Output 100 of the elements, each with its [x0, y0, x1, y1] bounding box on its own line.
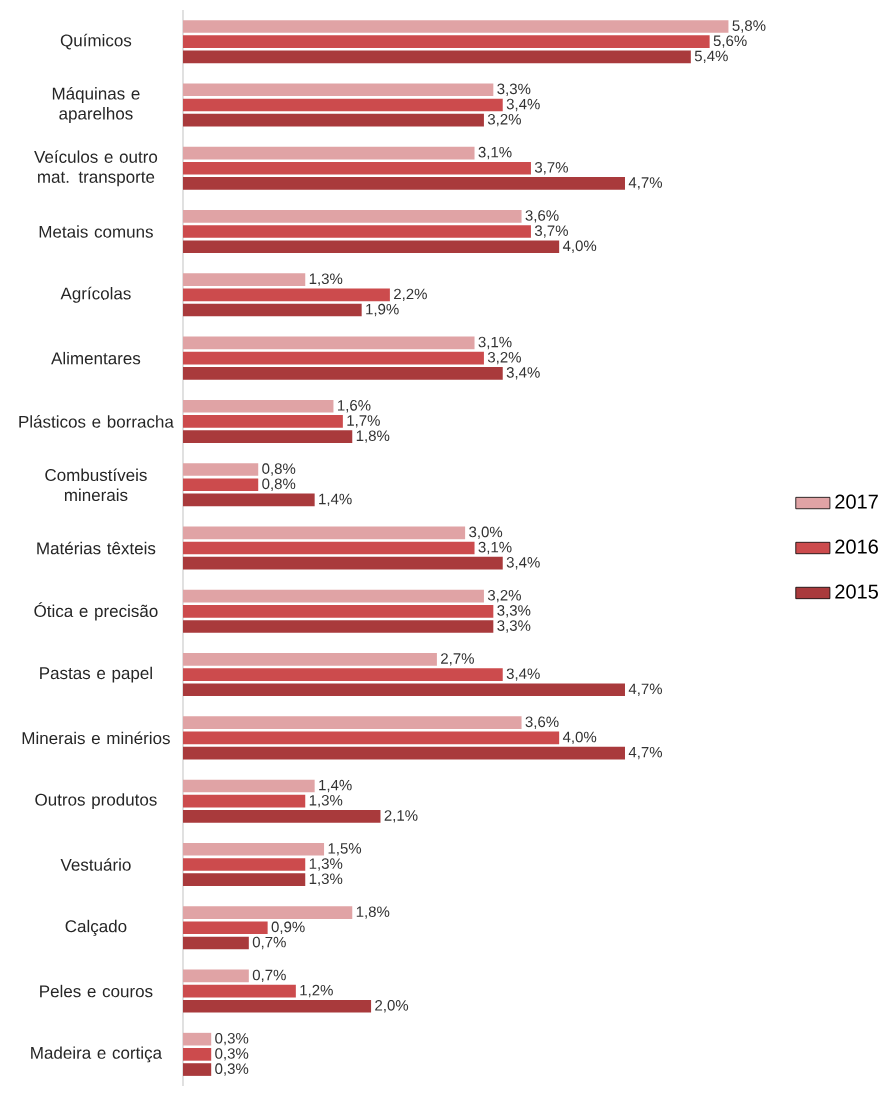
- y-tick-label: Alimentares: [51, 351, 141, 365]
- bar: [182, 668, 503, 681]
- data-label: 0,3%: [215, 1032, 249, 1046]
- bar: [182, 604, 494, 618]
- data-label: 3,2%: [487, 351, 521, 365]
- bar: [182, 399, 334, 413]
- bar: [182, 810, 381, 823]
- data-label: 0,3%: [215, 1063, 249, 1076]
- bar: [182, 478, 259, 492]
- y-tick-label: Agrícolas: [60, 286, 131, 303]
- data-label: 4,7%: [628, 683, 663, 696]
- bar: [182, 177, 625, 190]
- bar: [182, 113, 484, 127]
- bar: [182, 161, 531, 175]
- bar: [182, 303, 362, 317]
- data-label: 3,0%: [469, 526, 503, 540]
- bar: [182, 858, 306, 871]
- legend-label: 2017: [835, 494, 878, 509]
- bar: [182, 225, 531, 238]
- data-label: 1,4%: [319, 779, 352, 793]
- bar: [182, 526, 466, 540]
- data-label: 0,7%: [252, 969, 286, 983]
- bar: [182, 430, 353, 443]
- data-label: 1,7%: [347, 415, 380, 428]
- data-label: 1,3%: [309, 273, 343, 286]
- bar: [182, 653, 437, 666]
- y-tick-label: Plásticos e borracha: [19, 415, 174, 428]
- legend-label: 2016: [835, 539, 878, 554]
- bar: [182, 336, 475, 350]
- bar: [182, 351, 484, 365]
- bar: [182, 146, 475, 160]
- bar: [182, 779, 315, 793]
- data-label: 0,8%: [262, 478, 296, 491]
- bar: [182, 98, 503, 112]
- bar: [182, 83, 494, 97]
- data-label: 3,7%: [534, 162, 568, 175]
- bar: [182, 873, 306, 886]
- bar: [182, 240, 560, 254]
- bar: [182, 463, 259, 476]
- bar: [182, 589, 484, 603]
- y-tick-label: Vestuário: [60, 858, 131, 871]
- y-tick-label: Combustíveis minerais: [45, 468, 147, 502]
- data-label: 3,4%: [506, 557, 540, 570]
- data-label: 1,3%: [309, 794, 343, 808]
- data-label: 3,2%: [487, 589, 521, 603]
- bar: [182, 842, 325, 856]
- data-label: 4,7%: [628, 746, 663, 760]
- data-label: 1,8%: [356, 430, 390, 443]
- data-label: 4,0%: [562, 240, 597, 253]
- data-label: 3,3%: [497, 605, 531, 618]
- data-label: 1,3%: [309, 858, 343, 871]
- data-label: 1,8%: [356, 906, 390, 919]
- bar: [182, 288, 390, 302]
- bar: [182, 746, 625, 760]
- bar: [182, 683, 625, 697]
- data-label: 3,3%: [497, 83, 531, 96]
- data-label: 3,4%: [506, 98, 540, 112]
- data-label: 3,7%: [534, 225, 568, 238]
- data-label: 5,8%: [732, 20, 766, 33]
- data-label: 1,5%: [328, 843, 362, 856]
- bar: [182, 1032, 212, 1046]
- data-label: 5,4%: [694, 50, 728, 64]
- data-label: 3,4%: [506, 367, 540, 380]
- data-label: 2,2%: [394, 288, 427, 302]
- y-tick-label: Peles e couros: [40, 984, 153, 998]
- data-label: 1,4%: [319, 493, 352, 507]
- bar: [182, 906, 353, 919]
- bar: [182, 493, 315, 507]
- data-label: 3,6%: [525, 716, 559, 729]
- bar: [182, 984, 296, 998]
- bar: [182, 366, 503, 380]
- y-tick-label: Madeira e cortiça: [31, 1046, 163, 1063]
- data-label: 0,7%: [252, 936, 286, 950]
- data-label: 0,3%: [215, 1048, 249, 1061]
- bar: [182, 273, 306, 286]
- bar: [182, 999, 372, 1013]
- data-label: 0,9%: [271, 921, 305, 934]
- bar: [182, 35, 710, 48]
- y-tick-label: Pastas e papel: [40, 666, 152, 683]
- bar: [182, 556, 503, 570]
- bar: [182, 1063, 212, 1076]
- bar: [182, 50, 691, 64]
- data-label: 1,6%: [337, 400, 371, 413]
- y-tick-label: Metais comuns: [39, 225, 153, 238]
- bar: [182, 716, 522, 730]
- bar: [182, 921, 268, 935]
- bar: [182, 1048, 212, 1061]
- data-label: 2,7%: [441, 653, 474, 666]
- data-label: 3,3%: [497, 620, 531, 633]
- bar: [182, 794, 306, 808]
- bar: [182, 936, 249, 950]
- data-label: 4,7%: [628, 177, 663, 190]
- y-tick-label: Veículos e outro mat. transporte: [34, 150, 158, 187]
- y-tick-label: Ótica e precisão: [34, 602, 158, 621]
- data-label: 0,8%: [262, 463, 296, 476]
- bar: [182, 731, 560, 745]
- bar: [182, 969, 249, 983]
- bar: [182, 541, 475, 555]
- y-tick-label: Químicos: [60, 33, 132, 50]
- data-label: 3,4%: [506, 668, 540, 681]
